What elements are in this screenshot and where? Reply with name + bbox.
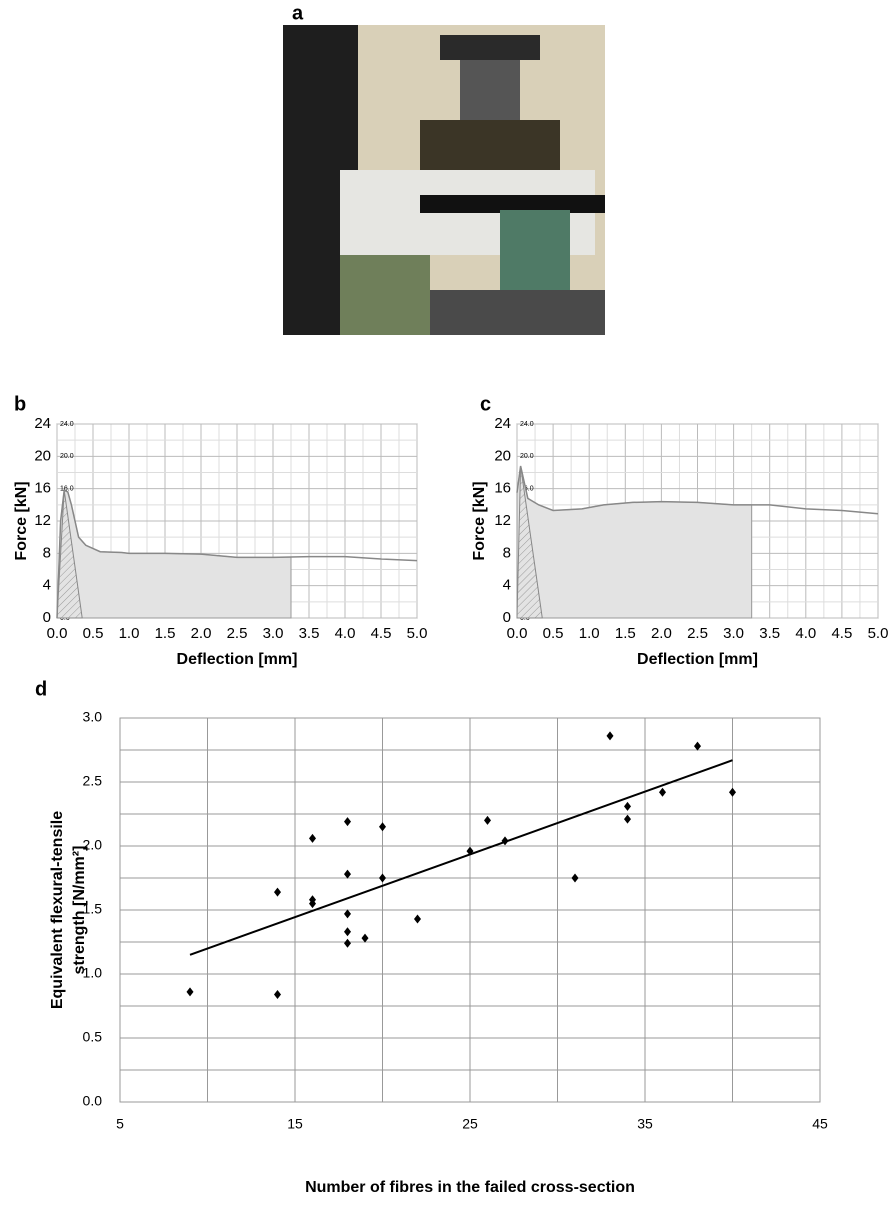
panel-label: a bbox=[292, 2, 304, 24]
x-tick-label: 4.5 bbox=[371, 625, 392, 642]
point bbox=[344, 817, 351, 827]
y-tick-label: 12 bbox=[494, 512, 511, 529]
point bbox=[466, 846, 474, 856]
point bbox=[274, 989, 281, 999]
unload-area bbox=[56, 490, 83, 619]
x-tick-label: 0.5 bbox=[543, 625, 564, 642]
y-tick-label: 0 bbox=[43, 609, 51, 626]
y-tick-label: 0 bbox=[503, 609, 511, 626]
x-tick-label: 1.0 bbox=[119, 625, 140, 642]
x-tick-label: 3.0 bbox=[263, 625, 284, 642]
x-tick-label: 25 bbox=[462, 1116, 478, 1132]
point bbox=[484, 815, 491, 825]
x-tick-label: 45 bbox=[812, 1116, 828, 1132]
y-tick-label: 20 bbox=[34, 447, 51, 464]
y-axis-title: Force [kN] bbox=[471, 481, 488, 560]
y-axis-title: Force [kN] bbox=[13, 481, 30, 560]
panel-label: b bbox=[14, 393, 26, 415]
y-tick-label: 24 bbox=[34, 415, 51, 432]
data-line bbox=[516, 465, 879, 515]
y-tick-label: 16 bbox=[494, 480, 511, 497]
point bbox=[186, 987, 194, 997]
point bbox=[344, 909, 351, 919]
y-tick-label: 24 bbox=[494, 415, 511, 432]
x-tick-label: 2.0 bbox=[191, 625, 212, 642]
x-tick-label: 4.5 bbox=[831, 625, 852, 642]
inner-tick-label: 24.0 bbox=[60, 421, 74, 428]
y-tick-label: 2.5 bbox=[83, 773, 103, 789]
panel-label: d bbox=[35, 678, 47, 700]
point bbox=[501, 836, 509, 846]
point bbox=[659, 787, 666, 797]
y-tick-label: 0.5 bbox=[83, 1029, 103, 1045]
x-tick-label: 0.0 bbox=[47, 625, 68, 642]
y-tick-label: 3.0 bbox=[83, 709, 103, 725]
x-axis-title: Number of fibres in the failed cross-sec… bbox=[305, 1179, 635, 1196]
x-tick-label: 4.0 bbox=[795, 625, 816, 642]
x-tick-label: 1.0 bbox=[579, 625, 600, 642]
x-axis-title: Deflection [mm] bbox=[177, 651, 298, 668]
x-tick-label: 4.0 bbox=[335, 625, 356, 642]
inner-tick-label: 16.0 bbox=[520, 486, 534, 493]
point bbox=[414, 914, 421, 924]
photo bbox=[283, 25, 605, 335]
trend-line bbox=[189, 759, 733, 956]
point bbox=[379, 822, 386, 832]
point bbox=[624, 814, 631, 824]
x-tick-label: 2.5 bbox=[227, 625, 248, 642]
point bbox=[624, 801, 631, 811]
y-tick-label: 4 bbox=[43, 577, 51, 594]
x-tick-label: 5.0 bbox=[868, 625, 889, 642]
point bbox=[606, 731, 614, 741]
x-tick-label: 0.0 bbox=[507, 625, 528, 642]
x-tick-label: 2.0 bbox=[651, 625, 672, 642]
x-tick-label: 5.0 bbox=[407, 625, 428, 642]
inner-tick-label: 16.0 bbox=[60, 486, 74, 493]
point bbox=[729, 787, 736, 797]
point bbox=[571, 873, 579, 883]
y-tick-label: 2.0 bbox=[83, 837, 103, 853]
point bbox=[694, 741, 701, 751]
y-tick-label: 16 bbox=[34, 480, 51, 497]
x-axis-title: Deflection [mm] bbox=[637, 651, 758, 668]
inner-tick-label: 20.0 bbox=[520, 453, 534, 460]
y-tick-label: 1.0 bbox=[83, 965, 103, 981]
y-tick-label: 1.5 bbox=[83, 901, 103, 917]
point bbox=[361, 933, 369, 943]
inner-tick-label: 24.0 bbox=[520, 421, 534, 428]
point bbox=[344, 938, 351, 948]
point bbox=[274, 887, 281, 897]
panel-label: c bbox=[480, 393, 491, 415]
x-tick-label: 15 bbox=[287, 1116, 303, 1132]
point bbox=[344, 927, 351, 937]
y-tick-label: 8 bbox=[43, 544, 51, 561]
x-tick-label: 3.5 bbox=[759, 625, 780, 642]
x-tick-label: 35 bbox=[637, 1116, 653, 1132]
y-axis-title: strength [N/mm²] bbox=[71, 846, 88, 975]
y-tick-label: 0.0 bbox=[83, 1093, 103, 1109]
x-tick-label: 1.5 bbox=[155, 625, 176, 642]
x-tick-label: 3.0 bbox=[723, 625, 744, 642]
y-tick-label: 8 bbox=[503, 544, 511, 561]
inner-tick-label: 20.0 bbox=[60, 453, 74, 460]
x-tick-label: 2.5 bbox=[687, 625, 708, 642]
point bbox=[344, 869, 351, 879]
y-tick-label: 4 bbox=[503, 577, 511, 594]
y-tick-label: 20 bbox=[494, 447, 511, 464]
y-axis-title: Equivalent flexural-tensile bbox=[49, 811, 66, 1009]
x-tick-label: 0.5 bbox=[83, 625, 104, 642]
x-tick-label: 5 bbox=[116, 1116, 124, 1132]
point bbox=[309, 899, 316, 909]
x-tick-label: 1.5 bbox=[615, 625, 636, 642]
unload-area bbox=[516, 465, 543, 619]
point bbox=[309, 833, 316, 843]
y-tick-label: 12 bbox=[34, 512, 51, 529]
point bbox=[379, 873, 386, 883]
x-tick-label: 3.5 bbox=[299, 625, 320, 642]
data-line bbox=[56, 489, 418, 619]
